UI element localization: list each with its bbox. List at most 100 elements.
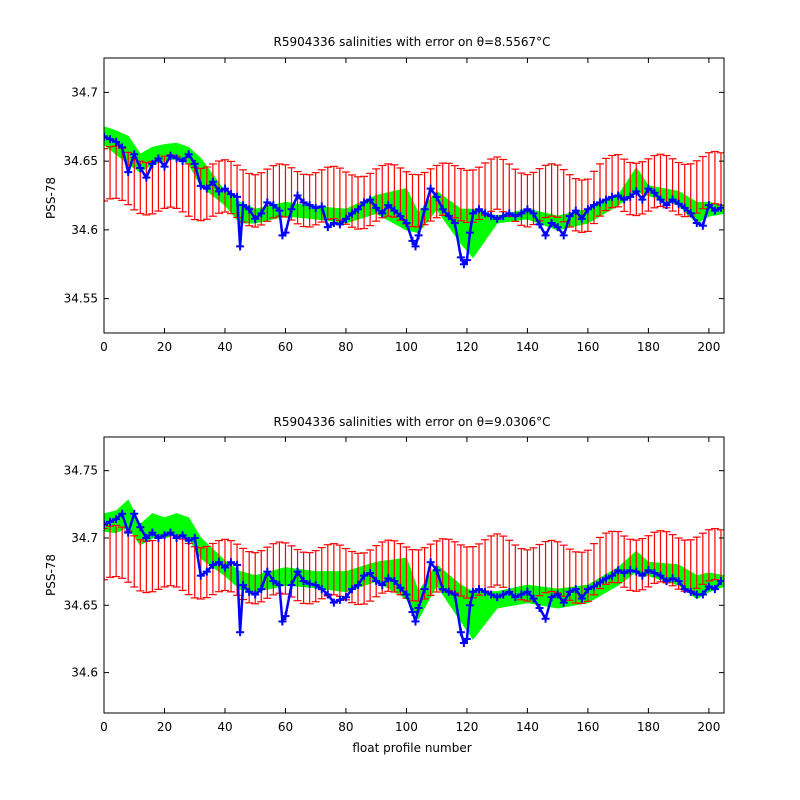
top-float-salinity-point xyxy=(650,188,659,197)
bottom-float-salinity-point xyxy=(620,568,629,577)
bottom-float-salinity-point xyxy=(335,595,344,604)
bottom-x-tick-label: 20 xyxy=(157,720,172,734)
bottom-float-salinity-point xyxy=(154,533,163,542)
bottom-y-tick-label: 34.75 xyxy=(64,464,98,478)
bottom-float-salinity-point xyxy=(632,567,641,576)
bottom-axes-box xyxy=(103,436,725,714)
top-float-salinity-point xyxy=(360,198,369,207)
bottom-chart-title: R5904336 salinities with error on θ=9.03… xyxy=(274,415,551,429)
top-float-salinity-point xyxy=(565,212,574,221)
top-float-salinity-point xyxy=(124,168,133,177)
top-float-salinity-point xyxy=(378,209,387,218)
bottom-float-salinity-point xyxy=(565,587,574,596)
top-error-bar xyxy=(208,163,217,217)
bottom-error-bar xyxy=(311,549,320,603)
top-float-salinity-point xyxy=(287,205,296,214)
top-x-tick-label: 20 xyxy=(157,340,172,354)
top-error-bar xyxy=(245,172,254,227)
bottom-float-salinity-point xyxy=(468,587,477,596)
top-float-salinity-point xyxy=(450,219,459,227)
bottom-float-salinity-point xyxy=(529,594,538,603)
top-float-salinity-point xyxy=(136,164,145,172)
bottom-float-salinity-point xyxy=(577,594,586,603)
bottom-error-bar xyxy=(456,544,465,597)
top-error-bar xyxy=(499,158,508,213)
bottom-float-salinity-point xyxy=(196,571,205,580)
top-ticks: 0 20 40 60 80 100 120 140 160 180 200 34.55 34.6 34.6… xyxy=(64,58,724,354)
top-error-bar xyxy=(372,168,381,222)
bottom-float-salinity-point xyxy=(499,590,508,599)
top-error-bar xyxy=(456,167,465,222)
top-float-salinity-point xyxy=(299,198,308,207)
top-float-salinity-point xyxy=(104,132,108,141)
top-float-salinity-point xyxy=(354,205,363,214)
bottom-error-bar xyxy=(698,532,707,585)
bottom-float-salinity-point xyxy=(644,566,653,575)
bottom-float-salinity-point xyxy=(475,585,484,594)
bottom-float-salinity-point xyxy=(366,568,375,577)
top-x-tick-label: 80 xyxy=(338,340,353,354)
top-float-salinity-point xyxy=(341,214,350,223)
bottom-float-salinity-point xyxy=(281,612,290,621)
bottom-float-salinity-point xyxy=(269,577,278,586)
bottom-float-salinity-point xyxy=(596,578,604,587)
bottom-float-salinity-point xyxy=(710,585,719,594)
bottom-x-tick-label: 60 xyxy=(278,720,293,734)
top-error-bars xyxy=(104,145,724,233)
top-float-salinity-point xyxy=(227,190,236,199)
bottom-float-salinity-point xyxy=(348,585,356,594)
top-error-bar xyxy=(547,163,556,217)
top-float-salinity-point xyxy=(196,181,205,190)
top-float-salinity-point xyxy=(202,184,211,193)
bottom-float-salinity-point xyxy=(354,581,363,590)
top-float-salinity-point xyxy=(305,201,314,210)
bottom-y-tick-label: 34.65 xyxy=(64,598,98,612)
bottom-float-salinity-point xyxy=(523,587,532,596)
bottom-float-salinity-point xyxy=(541,614,550,623)
bottom-float-salinity-point xyxy=(462,634,471,643)
bottom-float-salinity-point xyxy=(202,567,211,576)
top-float-salinity-point xyxy=(462,256,471,265)
bottom-float-salinity-point xyxy=(686,587,695,596)
top-x-tick-label: 60 xyxy=(278,340,293,354)
top-error-bar xyxy=(596,163,604,217)
bottom-float-salinity-point xyxy=(626,566,635,575)
bottom-float-salinity-point xyxy=(251,590,260,599)
bottom-float-salinity-point xyxy=(305,579,314,588)
top-float-salinity-point xyxy=(674,199,683,208)
top-float-salinity-point xyxy=(118,143,127,152)
top-float-salinity-point xyxy=(589,201,598,210)
top-float-salinity-point xyxy=(686,209,695,218)
top-float-salinity-point xyxy=(668,195,677,204)
bottom-error-bar xyxy=(632,539,641,592)
top-float-salinity-point xyxy=(293,191,302,200)
bottom-float-salinity-point xyxy=(220,563,229,572)
bottom-float-salinity-point xyxy=(589,582,598,591)
top-float-salinity-point xyxy=(172,154,181,163)
bottom-float-salinity-point xyxy=(487,590,496,599)
bottom-float-salinity-point xyxy=(287,581,296,590)
top-x-tick-label: 140 xyxy=(516,340,539,354)
top-y-tick-label: 34.6 xyxy=(71,223,98,237)
bottom-float-salinity-point xyxy=(190,533,199,542)
top-float-salinity-point xyxy=(408,236,417,245)
top-float-salinity-point xyxy=(148,159,157,168)
top-float-salinity-point xyxy=(596,198,604,207)
x-axis-label: float profile number xyxy=(352,741,471,755)
bottom-float-salinity-point xyxy=(136,523,145,532)
bottom-error-bar xyxy=(112,524,121,578)
bottom-mapped-salinity-area xyxy=(104,499,724,640)
bottom-float-salinity-point xyxy=(674,577,683,586)
bottom-error-bar xyxy=(384,539,393,592)
bottom-x-tick-label: 160 xyxy=(576,720,599,734)
top-float-salinity-series xyxy=(104,132,724,269)
bottom-error-bar xyxy=(638,537,647,591)
top-float-salinity-point xyxy=(214,187,223,196)
top-float-salinity-point xyxy=(184,150,193,159)
bottom-float-salinity-point xyxy=(390,577,399,586)
top-float-salinity-point xyxy=(154,154,163,163)
bottom-error-bar xyxy=(257,550,266,603)
bottom-float-salinity-point xyxy=(638,571,647,580)
